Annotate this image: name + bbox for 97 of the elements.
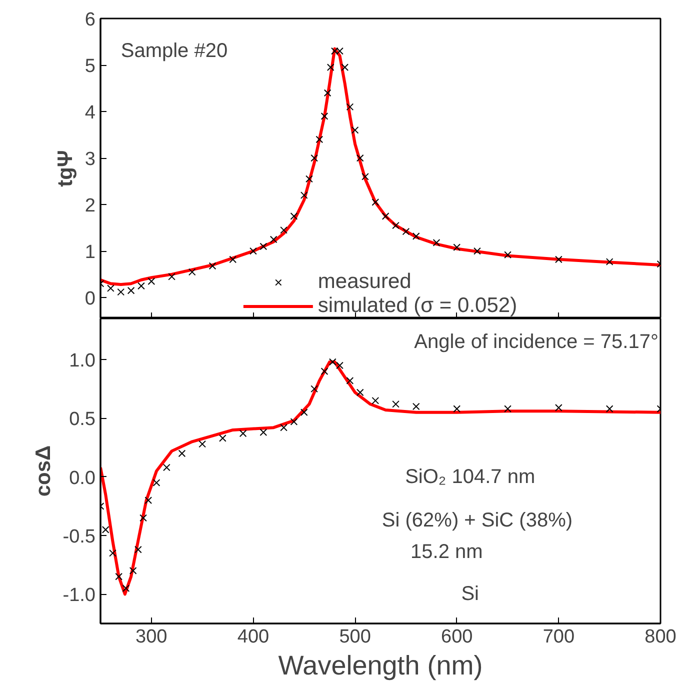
point bbox=[555, 404, 562, 412]
point bbox=[310, 154, 318, 162]
point bbox=[188, 268, 196, 276]
point bbox=[453, 244, 461, 252]
point bbox=[117, 288, 125, 296]
point bbox=[280, 226, 288, 234]
point bbox=[290, 212, 298, 220]
y-axis-title: cosΔ bbox=[32, 445, 55, 497]
x-tick-label: 300 bbox=[136, 626, 168, 648]
point bbox=[382, 212, 390, 220]
y-tick-label: 4 bbox=[84, 102, 96, 124]
point bbox=[356, 154, 364, 162]
point bbox=[453, 405, 461, 413]
point bbox=[168, 272, 176, 280]
point bbox=[250, 247, 257, 255]
y-tick-label: 5 bbox=[84, 56, 96, 78]
point bbox=[412, 232, 420, 240]
point bbox=[336, 362, 344, 370]
annotation: SiO₂ 104.7 nm bbox=[405, 466, 536, 488]
point bbox=[198, 440, 206, 448]
point bbox=[127, 286, 135, 294]
point bbox=[109, 549, 116, 557]
point bbox=[129, 567, 137, 574]
point bbox=[341, 64, 349, 72]
point bbox=[219, 434, 226, 442]
point bbox=[229, 256, 237, 264]
y-tick-label: 3 bbox=[84, 149, 96, 170]
point bbox=[392, 222, 400, 230]
point bbox=[412, 402, 420, 410]
x-tick-label: 600 bbox=[441, 626, 473, 648]
x-tick-label: 700 bbox=[542, 626, 575, 648]
point bbox=[372, 198, 380, 206]
point bbox=[239, 430, 247, 438]
point bbox=[362, 172, 369, 180]
point bbox=[346, 103, 354, 111]
annotation: Si (62%) + SiC (38%) bbox=[382, 509, 573, 532]
point bbox=[346, 376, 354, 384]
point bbox=[163, 464, 170, 472]
point bbox=[474, 247, 481, 255]
point bbox=[326, 64, 334, 72]
point bbox=[504, 405, 512, 413]
point bbox=[320, 112, 328, 120]
y-axis-title: tgΨ bbox=[54, 150, 77, 187]
legend-label: measured bbox=[318, 270, 412, 294]
point bbox=[140, 514, 147, 522]
point bbox=[152, 479, 160, 486]
y-tick-label: 6 bbox=[84, 10, 96, 30]
x-axis-title: Wavelength (nm) bbox=[278, 650, 483, 680]
point bbox=[300, 408, 308, 416]
point bbox=[351, 126, 359, 134]
y-tick-label: 0.5 bbox=[69, 409, 96, 430]
x-tick-label: 400 bbox=[237, 626, 270, 648]
y-tick-label: 0.0 bbox=[69, 468, 96, 489]
point bbox=[606, 405, 614, 413]
point bbox=[372, 396, 380, 404]
x-tick-label: 500 bbox=[339, 626, 371, 648]
point bbox=[208, 262, 216, 270]
point bbox=[328, 358, 336, 366]
y-tick-label: 1.0 bbox=[69, 350, 96, 372]
x-tick-label: 800 bbox=[644, 626, 676, 648]
point bbox=[280, 424, 288, 432]
point bbox=[134, 546, 142, 554]
point bbox=[290, 418, 298, 426]
legend-label: simulated (σ = 0.052) bbox=[318, 294, 518, 318]
point bbox=[392, 400, 400, 408]
point bbox=[144, 496, 152, 504]
point bbox=[138, 282, 145, 290]
point bbox=[504, 251, 512, 258]
y-tick-label: 1 bbox=[84, 242, 96, 264]
point bbox=[102, 526, 110, 534]
point bbox=[178, 450, 186, 458]
point bbox=[300, 192, 308, 199]
point bbox=[555, 256, 562, 264]
point bbox=[148, 278, 156, 285]
annotation: 15.2 nm bbox=[410, 540, 483, 563]
point bbox=[606, 258, 614, 266]
point bbox=[260, 428, 268, 436]
point bbox=[260, 242, 268, 250]
point bbox=[107, 284, 114, 292]
annotation: Angle of incidence = 75.17° bbox=[414, 330, 658, 353]
point bbox=[324, 89, 332, 97]
y-tick-label: -1.0 bbox=[62, 585, 96, 606]
point bbox=[320, 368, 328, 375]
y-tick-label: 0 bbox=[84, 288, 96, 310]
point bbox=[310, 385, 318, 393]
point bbox=[122, 584, 130, 592]
annotation: Si bbox=[461, 583, 480, 606]
point bbox=[402, 228, 410, 236]
annotation: Sample #20 bbox=[120, 40, 228, 62]
point bbox=[316, 136, 324, 144]
point bbox=[115, 572, 123, 580]
point bbox=[356, 388, 364, 396]
y-tick-label: 2 bbox=[84, 196, 96, 217]
point bbox=[432, 239, 440, 246]
point bbox=[270, 236, 278, 244]
point bbox=[306, 175, 313, 183]
y-tick-label: -0.5 bbox=[62, 526, 96, 548]
